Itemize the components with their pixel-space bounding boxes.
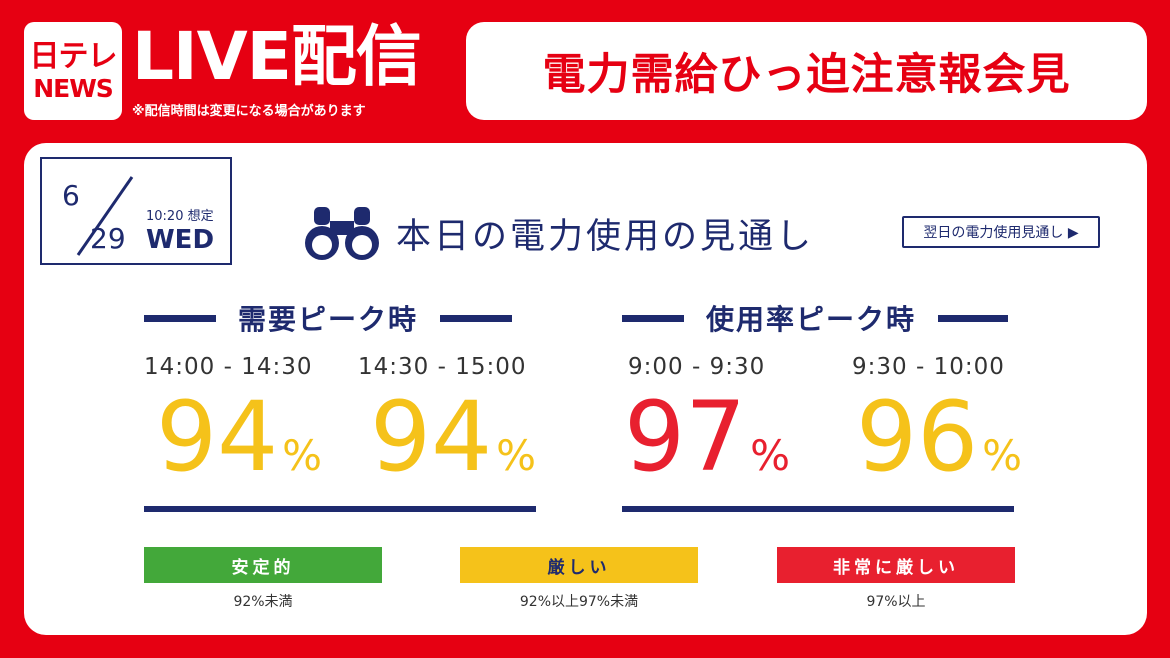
usage-value: 96 (856, 381, 979, 493)
live-note: ※配信時間は変更になる場合があります (132, 104, 366, 119)
slot-time: 9:00 - 9:30 (628, 354, 766, 380)
section-label: 使用率ピーク時 (706, 303, 917, 336)
slot-time: 9:30 - 10:00 (852, 354, 1005, 380)
percent-sign: % (496, 431, 537, 480)
legend-stable: 安定的 (144, 547, 382, 583)
usage-percent: 97% (624, 389, 790, 485)
date-day: 29 (90, 222, 126, 255)
slot-time: 14:30 - 15:00 (358, 354, 527, 380)
date-weekday: WED (146, 225, 215, 255)
ntv-news-logo: 日テレ NEWS (24, 22, 122, 120)
slot-time: 14:00 - 14:30 (144, 354, 313, 380)
forecast-panel: 6 29 10:20 想定 WED 本日の電力使用の見通し 翌日の電力使用見通し… (24, 143, 1147, 635)
heading-text: 本日の電力使用の見通し (396, 216, 815, 257)
logo-line1: 日テレ (29, 38, 118, 74)
percent-sign: % (750, 431, 791, 480)
legend-caption: 92%未満 (233, 594, 293, 610)
usage-value: 94 (370, 381, 493, 493)
live-label: LIVE配信 (132, 18, 422, 95)
section-bar-right (938, 314, 1009, 322)
legend-very-tight: 非常に厳しい (777, 547, 1015, 583)
usage-percent: 94% (370, 389, 536, 485)
section-bar-right (440, 314, 513, 322)
section-bar-left (622, 314, 684, 322)
date-box: 6 29 10:20 想定 WED (40, 157, 232, 265)
section-demand-peak: 需要ピーク時 (144, 300, 513, 336)
date-month: 6 (62, 179, 80, 212)
section-usage-peak: 使用率ピーク時 (622, 300, 1009, 336)
legend-caption: 97%以上 (866, 594, 926, 610)
percent-sign: % (982, 431, 1023, 480)
next-day-forecast-button[interactable]: 翌日の電力使用見通し ▶ (902, 216, 1100, 248)
broadcast-title: 電力需給ひっ迫注意報会見 (466, 22, 1147, 120)
legend-caption: 92%以上97%未満 (519, 594, 639, 610)
binoculars-icon (305, 207, 379, 260)
usage-value: 97 (624, 381, 747, 493)
logo-line2: NEWS (33, 73, 114, 103)
date-slash-icon (76, 176, 134, 256)
section-label: 需要ピーク時 (238, 303, 419, 336)
usage-percent: 96% (856, 389, 1022, 485)
date-time: 10:20 想定 (146, 209, 214, 224)
page-heading: 本日の電力使用の見通し (302, 201, 814, 265)
section-bar-left (144, 314, 216, 322)
usage-percent: 94% (156, 389, 322, 485)
legend-tight: 厳しい (460, 547, 698, 583)
section-underline (144, 506, 536, 512)
usage-value: 94 (156, 381, 279, 493)
percent-sign: % (282, 431, 323, 480)
section-underline (622, 506, 1014, 512)
